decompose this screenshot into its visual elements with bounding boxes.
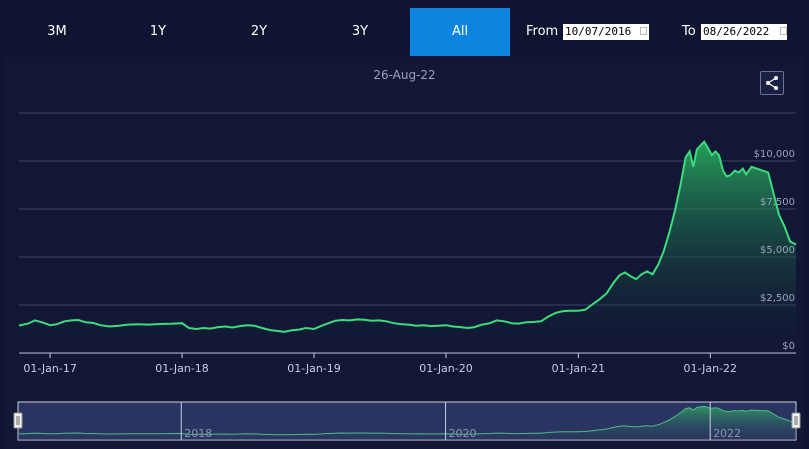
x-tick-label: 01-Jan-20 bbox=[419, 362, 473, 375]
range-button-3m[interactable]: 3M bbox=[47, 24, 67, 39]
handle-body bbox=[791, 412, 801, 429]
handle-body bbox=[13, 412, 23, 429]
navigator-area bbox=[18, 406, 796, 440]
navigator-label: 2018 bbox=[184, 427, 212, 440]
from-label: From bbox=[526, 24, 559, 39]
y-tick-label: $5,000 bbox=[760, 245, 795, 256]
x-tick-label: 01-Jan-19 bbox=[287, 362, 341, 375]
x-tick-label: 01-Jan-21 bbox=[552, 362, 606, 375]
share-button[interactable] bbox=[760, 71, 784, 95]
y-tick-label: $2,500 bbox=[760, 293, 795, 304]
share-icon bbox=[766, 76, 778, 90]
series-area bbox=[19, 141, 796, 353]
x-tick-label: 01-Jan-22 bbox=[684, 362, 738, 375]
to-date-input[interactable] bbox=[701, 24, 787, 40]
current-date-label: 26-Aug-22 bbox=[373, 68, 436, 82]
navigator-line bbox=[17, 405, 797, 436]
from-date-input[interactable] bbox=[563, 24, 649, 40]
navigator-label: 2020 bbox=[449, 427, 477, 440]
range-button-1y[interactable]: 1Y bbox=[149, 24, 167, 39]
calendar-icon[interactable] bbox=[640, 27, 647, 35]
series-line bbox=[18, 140, 797, 333]
navigator-handle-left[interactable] bbox=[13, 412, 23, 429]
navigator-handle-right[interactable] bbox=[791, 412, 801, 429]
range-button-2y[interactable]: 2Y bbox=[250, 24, 268, 39]
calendar-icon[interactable] bbox=[780, 27, 787, 35]
x-tick-label: 01-Jan-18 bbox=[155, 362, 209, 375]
range-toolbar: 3M 1Y 2Y 3Y All From To bbox=[0, 0, 809, 57]
y-tick-label: $0 bbox=[782, 341, 795, 352]
y-tick-label: $7,500 bbox=[760, 197, 795, 208]
to-label: To bbox=[682, 24, 696, 39]
y-tick-label: $10,000 bbox=[754, 149, 795, 160]
range-button-all[interactable]: All bbox=[410, 8, 510, 56]
x-tick-label: 01-Jan-17 bbox=[23, 362, 77, 375]
navigator-label: 2022 bbox=[713, 427, 741, 440]
range-button-3y[interactable]: 3Y bbox=[351, 24, 369, 39]
